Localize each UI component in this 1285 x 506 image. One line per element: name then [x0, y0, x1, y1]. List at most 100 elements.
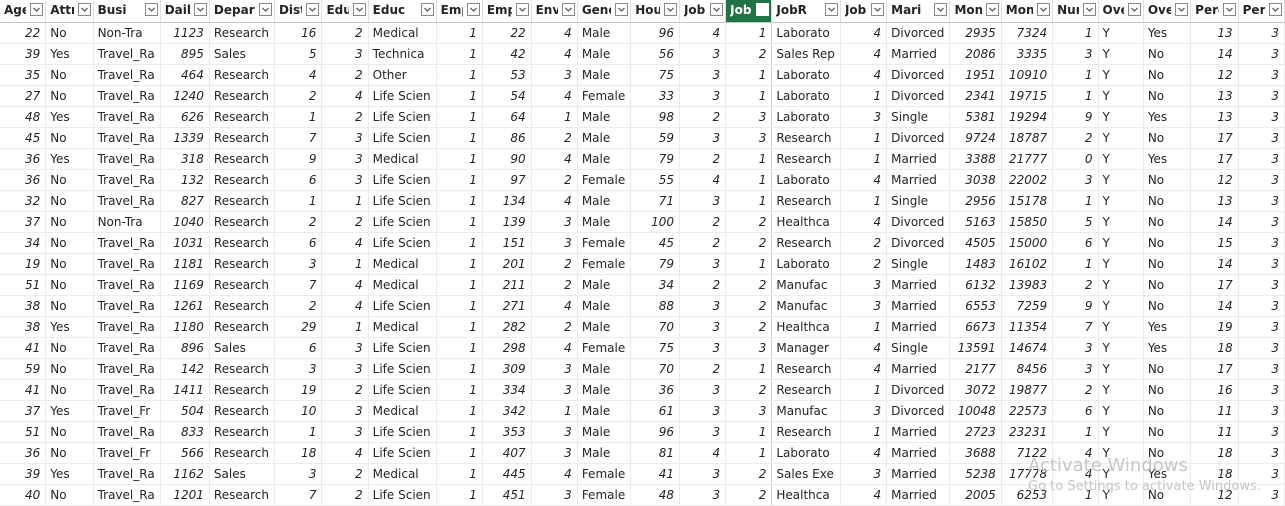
table-cell[interactable]: 2: [840, 253, 888, 275]
table-cell[interactable]: Medical: [368, 400, 437, 422]
table-cell[interactable]: Non-Tra: [93, 22, 161, 44]
filter-dropdown-icon[interactable]: [144, 3, 158, 17]
column-header-17[interactable]: Mari: [886, 0, 951, 23]
table-cell[interactable]: 2: [274, 85, 323, 107]
table-cell[interactable]: 39: [0, 463, 47, 485]
table-cell[interactable]: 5: [1052, 211, 1099, 233]
table-cell[interactable]: Y: [1098, 43, 1144, 65]
table-cell[interactable]: Male: [577, 295, 632, 317]
table-cell[interactable]: Healthca: [771, 484, 841, 506]
table-cell[interactable]: Married: [886, 169, 951, 191]
table-cell[interactable]: 23231: [1001, 421, 1054, 443]
table-cell[interactable]: Y: [1098, 295, 1144, 317]
table-cell[interactable]: 3: [1052, 337, 1099, 359]
table-cell[interactable]: 2: [679, 211, 727, 233]
column-header-16[interactable]: JobS: [840, 0, 888, 23]
table-cell[interactable]: 1: [725, 358, 773, 380]
table-cell[interactable]: Sales: [209, 463, 275, 485]
table-cell[interactable]: 3: [1238, 64, 1285, 86]
table-cell[interactable]: 40: [0, 484, 47, 506]
table-cell[interactable]: 3: [840, 274, 888, 296]
table-cell[interactable]: 19294: [1001, 106, 1054, 128]
table-cell[interactable]: 37: [0, 400, 47, 422]
table-cell[interactable]: 4: [840, 211, 888, 233]
table-cell[interactable]: 271: [482, 295, 532, 317]
column-header-12[interactable]: Hour: [630, 0, 680, 23]
table-cell[interactable]: 3: [679, 190, 727, 212]
table-cell[interactable]: 4: [531, 190, 578, 212]
table-cell[interactable]: 1483: [949, 253, 1002, 275]
table-cell[interactable]: 3: [321, 421, 369, 443]
table-cell[interactable]: Travel_Ra: [93, 169, 161, 191]
column-header-15[interactable]: JobR: [771, 0, 841, 23]
table-cell[interactable]: 48: [0, 106, 47, 128]
table-cell[interactable]: Travel_Ra: [93, 106, 161, 128]
table-cell[interactable]: 9: [1052, 295, 1099, 317]
table-cell[interactable]: 90: [482, 148, 532, 170]
table-cell[interactable]: 51: [0, 421, 47, 443]
filter-dropdown-icon[interactable]: [193, 3, 207, 17]
table-cell[interactable]: 15: [1190, 232, 1239, 254]
table-cell[interactable]: 7122: [1001, 442, 1054, 464]
table-cell[interactable]: 142: [160, 358, 210, 380]
table-cell[interactable]: 38: [0, 316, 47, 338]
table-cell[interactable]: Travel_Ra: [93, 64, 161, 86]
filter-dropdown-icon[interactable]: [934, 3, 948, 17]
table-cell[interactable]: 1: [436, 253, 483, 275]
table-cell[interactable]: Travel_Ra: [93, 379, 161, 401]
table-cell[interactable]: Male: [577, 148, 632, 170]
table-cell[interactable]: Research: [209, 127, 275, 149]
filter-dropdown-icon[interactable]: [1222, 3, 1236, 17]
table-cell[interactable]: 3: [1052, 358, 1099, 380]
table-cell[interactable]: 504: [160, 400, 210, 422]
table-cell[interactable]: 4: [274, 64, 323, 86]
table-cell[interactable]: Life Scien: [368, 358, 437, 380]
table-cell[interactable]: 22: [0, 22, 47, 44]
table-cell[interactable]: 1: [436, 484, 483, 506]
table-cell[interactable]: Married: [886, 316, 951, 338]
table-cell[interactable]: Research: [771, 148, 841, 170]
table-cell[interactable]: Research: [209, 232, 275, 254]
table-cell[interactable]: 34: [0, 232, 47, 254]
filter-dropdown-icon[interactable]: [258, 3, 272, 17]
table-cell[interactable]: 36: [0, 148, 47, 170]
table-cell[interactable]: 2: [679, 274, 727, 296]
table-cell[interactable]: 4: [321, 295, 369, 317]
table-cell[interactable]: Divorced: [886, 22, 951, 44]
table-cell[interactable]: 13591: [949, 337, 1002, 359]
table-cell[interactable]: 3: [531, 64, 578, 86]
table-cell[interactable]: Y: [1098, 169, 1144, 191]
table-cell[interactable]: No: [1143, 169, 1192, 191]
table-cell[interactable]: 2: [321, 463, 369, 485]
table-cell[interactable]: Divorced: [886, 232, 951, 254]
table-cell[interactable]: 318: [160, 148, 210, 170]
table-cell[interactable]: 2: [1052, 127, 1099, 149]
table-cell[interactable]: Female: [577, 253, 632, 275]
table-cell[interactable]: 2: [531, 169, 578, 191]
table-cell[interactable]: Research: [771, 127, 841, 149]
table-cell[interactable]: Male: [577, 274, 632, 296]
table-cell[interactable]: 6673: [949, 316, 1002, 338]
table-cell[interactable]: 3: [274, 463, 323, 485]
table-cell[interactable]: 342: [482, 400, 532, 422]
table-cell[interactable]: Single: [886, 253, 951, 275]
table-cell[interactable]: 1: [840, 379, 888, 401]
table-cell[interactable]: 3: [679, 316, 727, 338]
table-cell[interactable]: 51: [0, 274, 47, 296]
table-cell[interactable]: Male: [577, 127, 632, 149]
table-cell[interactable]: 3: [531, 379, 578, 401]
table-cell[interactable]: 1162: [160, 463, 210, 485]
table-cell[interactable]: 1: [531, 400, 578, 422]
table-cell[interactable]: 1: [436, 358, 483, 380]
table-cell[interactable]: 3: [274, 358, 323, 380]
table-cell[interactable]: 1: [436, 211, 483, 233]
column-header-18[interactable]: Mon: [949, 0, 1002, 23]
table-cell[interactable]: Yes: [45, 43, 94, 65]
table-cell[interactable]: 3: [321, 337, 369, 359]
table-cell[interactable]: No: [1143, 211, 1192, 233]
table-cell[interactable]: 1: [436, 85, 483, 107]
table-cell[interactable]: 96: [630, 421, 680, 443]
table-cell[interactable]: 3: [679, 337, 727, 359]
table-cell[interactable]: 3: [840, 295, 888, 317]
table-cell[interactable]: 1: [725, 85, 773, 107]
